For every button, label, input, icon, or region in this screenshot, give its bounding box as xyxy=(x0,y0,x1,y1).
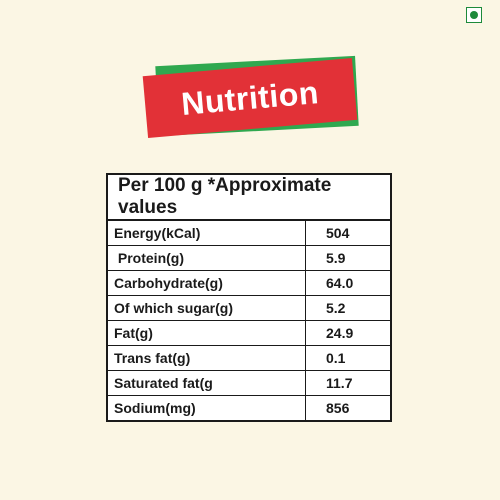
table-row: Saturated fat(g 11.7 xyxy=(106,370,392,396)
table-row: Of which sugar(g) 5.2 xyxy=(106,295,392,321)
table-row: Trans fat(g) 0.1 xyxy=(106,345,392,371)
banner-title: Nutrition xyxy=(179,73,321,122)
nutrient-value: 856 xyxy=(305,395,392,422)
nutrient-label: Energy(kCal) xyxy=(106,219,306,246)
nutrient-label: Carbohydrate(g) xyxy=(106,270,306,296)
table-header-row: Per 100 g *Approximate values xyxy=(107,174,391,221)
nutrient-label: Sodium(mg) xyxy=(106,395,306,422)
nutrient-value: 5.2 xyxy=(305,295,392,321)
table-header: Per 100 g *Approximate values xyxy=(107,174,391,221)
nutrient-label: Fat(g) xyxy=(106,320,306,346)
nutrient-label: Trans fat(g) xyxy=(106,345,306,371)
nutrient-value: 0.1 xyxy=(305,345,392,371)
nutrition-banner: Nutrition xyxy=(142,55,370,145)
veg-symbol-icon xyxy=(466,7,482,23)
nutrient-value: 11.7 xyxy=(305,370,392,396)
nutrient-value: 504 xyxy=(305,219,392,246)
nutrient-label: Of which sugar(g) xyxy=(106,295,306,321)
table-row: Energy(kCal) 504 xyxy=(106,219,392,246)
nutrient-value: 5.9 xyxy=(305,245,392,271)
table-row: Fat(g) 24.9 xyxy=(106,320,392,346)
nutrient-label: Saturated fat(g xyxy=(106,370,306,396)
table-row: Carbohydrate(g) 64.0 xyxy=(106,270,392,296)
table-row: Sodium(mg) 856 xyxy=(106,395,392,422)
nutrient-label: Protein(g) xyxy=(106,245,306,271)
nutrient-value: 24.9 xyxy=(305,320,392,346)
nutrition-table: Per 100 g *Approximate values Energy(kCa… xyxy=(106,173,392,422)
table-row: Protein(g) 5.9 xyxy=(106,245,392,271)
veg-dot xyxy=(470,11,478,19)
nutrient-value: 64.0 xyxy=(305,270,392,296)
